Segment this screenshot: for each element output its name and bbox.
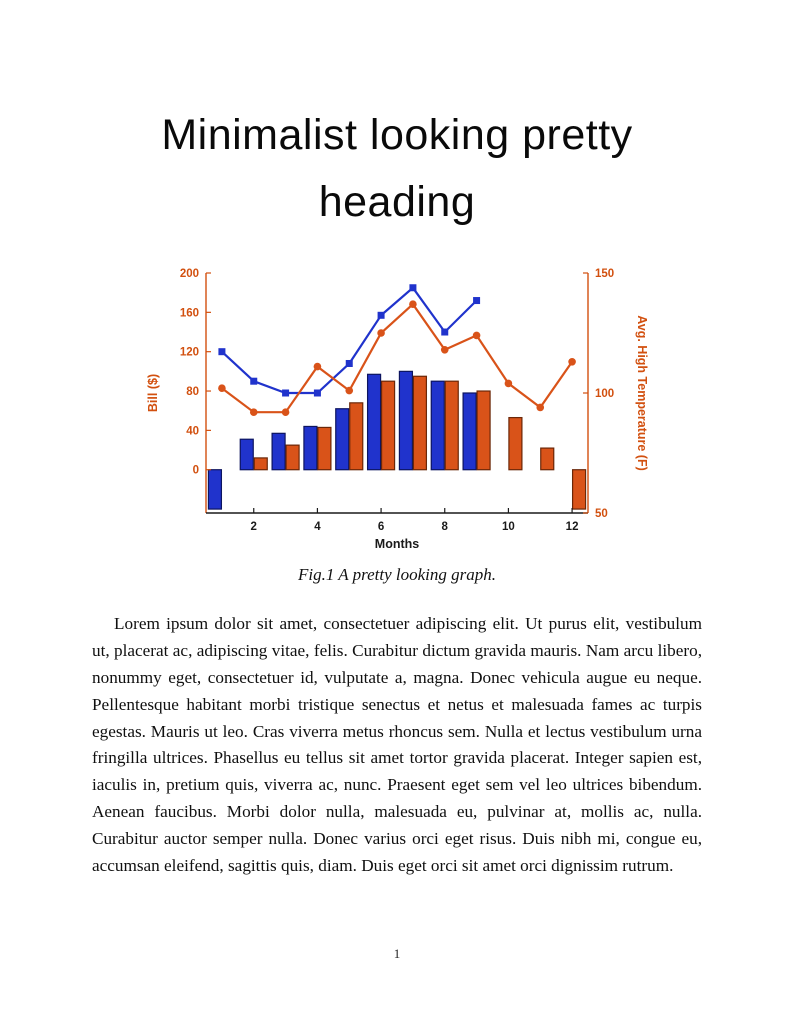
figure: 0 40 80 120 160 200 50 100 150 2 4 6 8 10 12 Bill ($) Av…	[0, 261, 794, 585]
svg-text:10: 10	[502, 521, 515, 533]
x-axis-label: Months	[375, 537, 419, 551]
page-number: 1	[393, 946, 401, 961]
svg-text:6: 6	[378, 521, 384, 533]
right-axis-label: Avg. High Temperature (F)	[635, 315, 649, 471]
left-axis-label: Bill ($)	[146, 374, 160, 412]
svg-text:160: 160	[180, 308, 199, 320]
svg-text:200: 200	[180, 268, 199, 280]
svg-text:120: 120	[180, 347, 199, 359]
pretty-graph-svg: 0 40 80 120 160 200 50 100 150 2 4 6 8 10 12 Bill ($) Av…	[146, 268, 649, 551]
page-title: Minimalist looking pretty heading	[161, 111, 633, 226]
blue-line-group	[218, 284, 481, 397]
axes-group: 0 40 80 120 160 200 50 100 150 2 4 6 8 10 12 Bill ($) Av…	[146, 268, 649, 551]
svg-text:2: 2	[251, 521, 257, 533]
svg-text:150: 150	[595, 268, 614, 280]
svg-text:40: 40	[186, 426, 199, 438]
svg-text:4: 4	[314, 521, 321, 533]
svg-text:0: 0	[193, 465, 199, 477]
bars-group	[207, 371, 587, 510]
orange-line-group	[218, 300, 576, 417]
svg-text:8: 8	[442, 521, 449, 533]
svg-text:100: 100	[595, 388, 614, 400]
body-paragraph: Lorem ipsum dolor sit amet, consectetuer…	[92, 614, 702, 875]
figure-caption: Fig.1 A pretty looking graph.	[297, 565, 496, 585]
svg-text:50: 50	[595, 508, 608, 520]
svg-text:80: 80	[186, 386, 199, 398]
svg-text:12: 12	[566, 521, 579, 533]
